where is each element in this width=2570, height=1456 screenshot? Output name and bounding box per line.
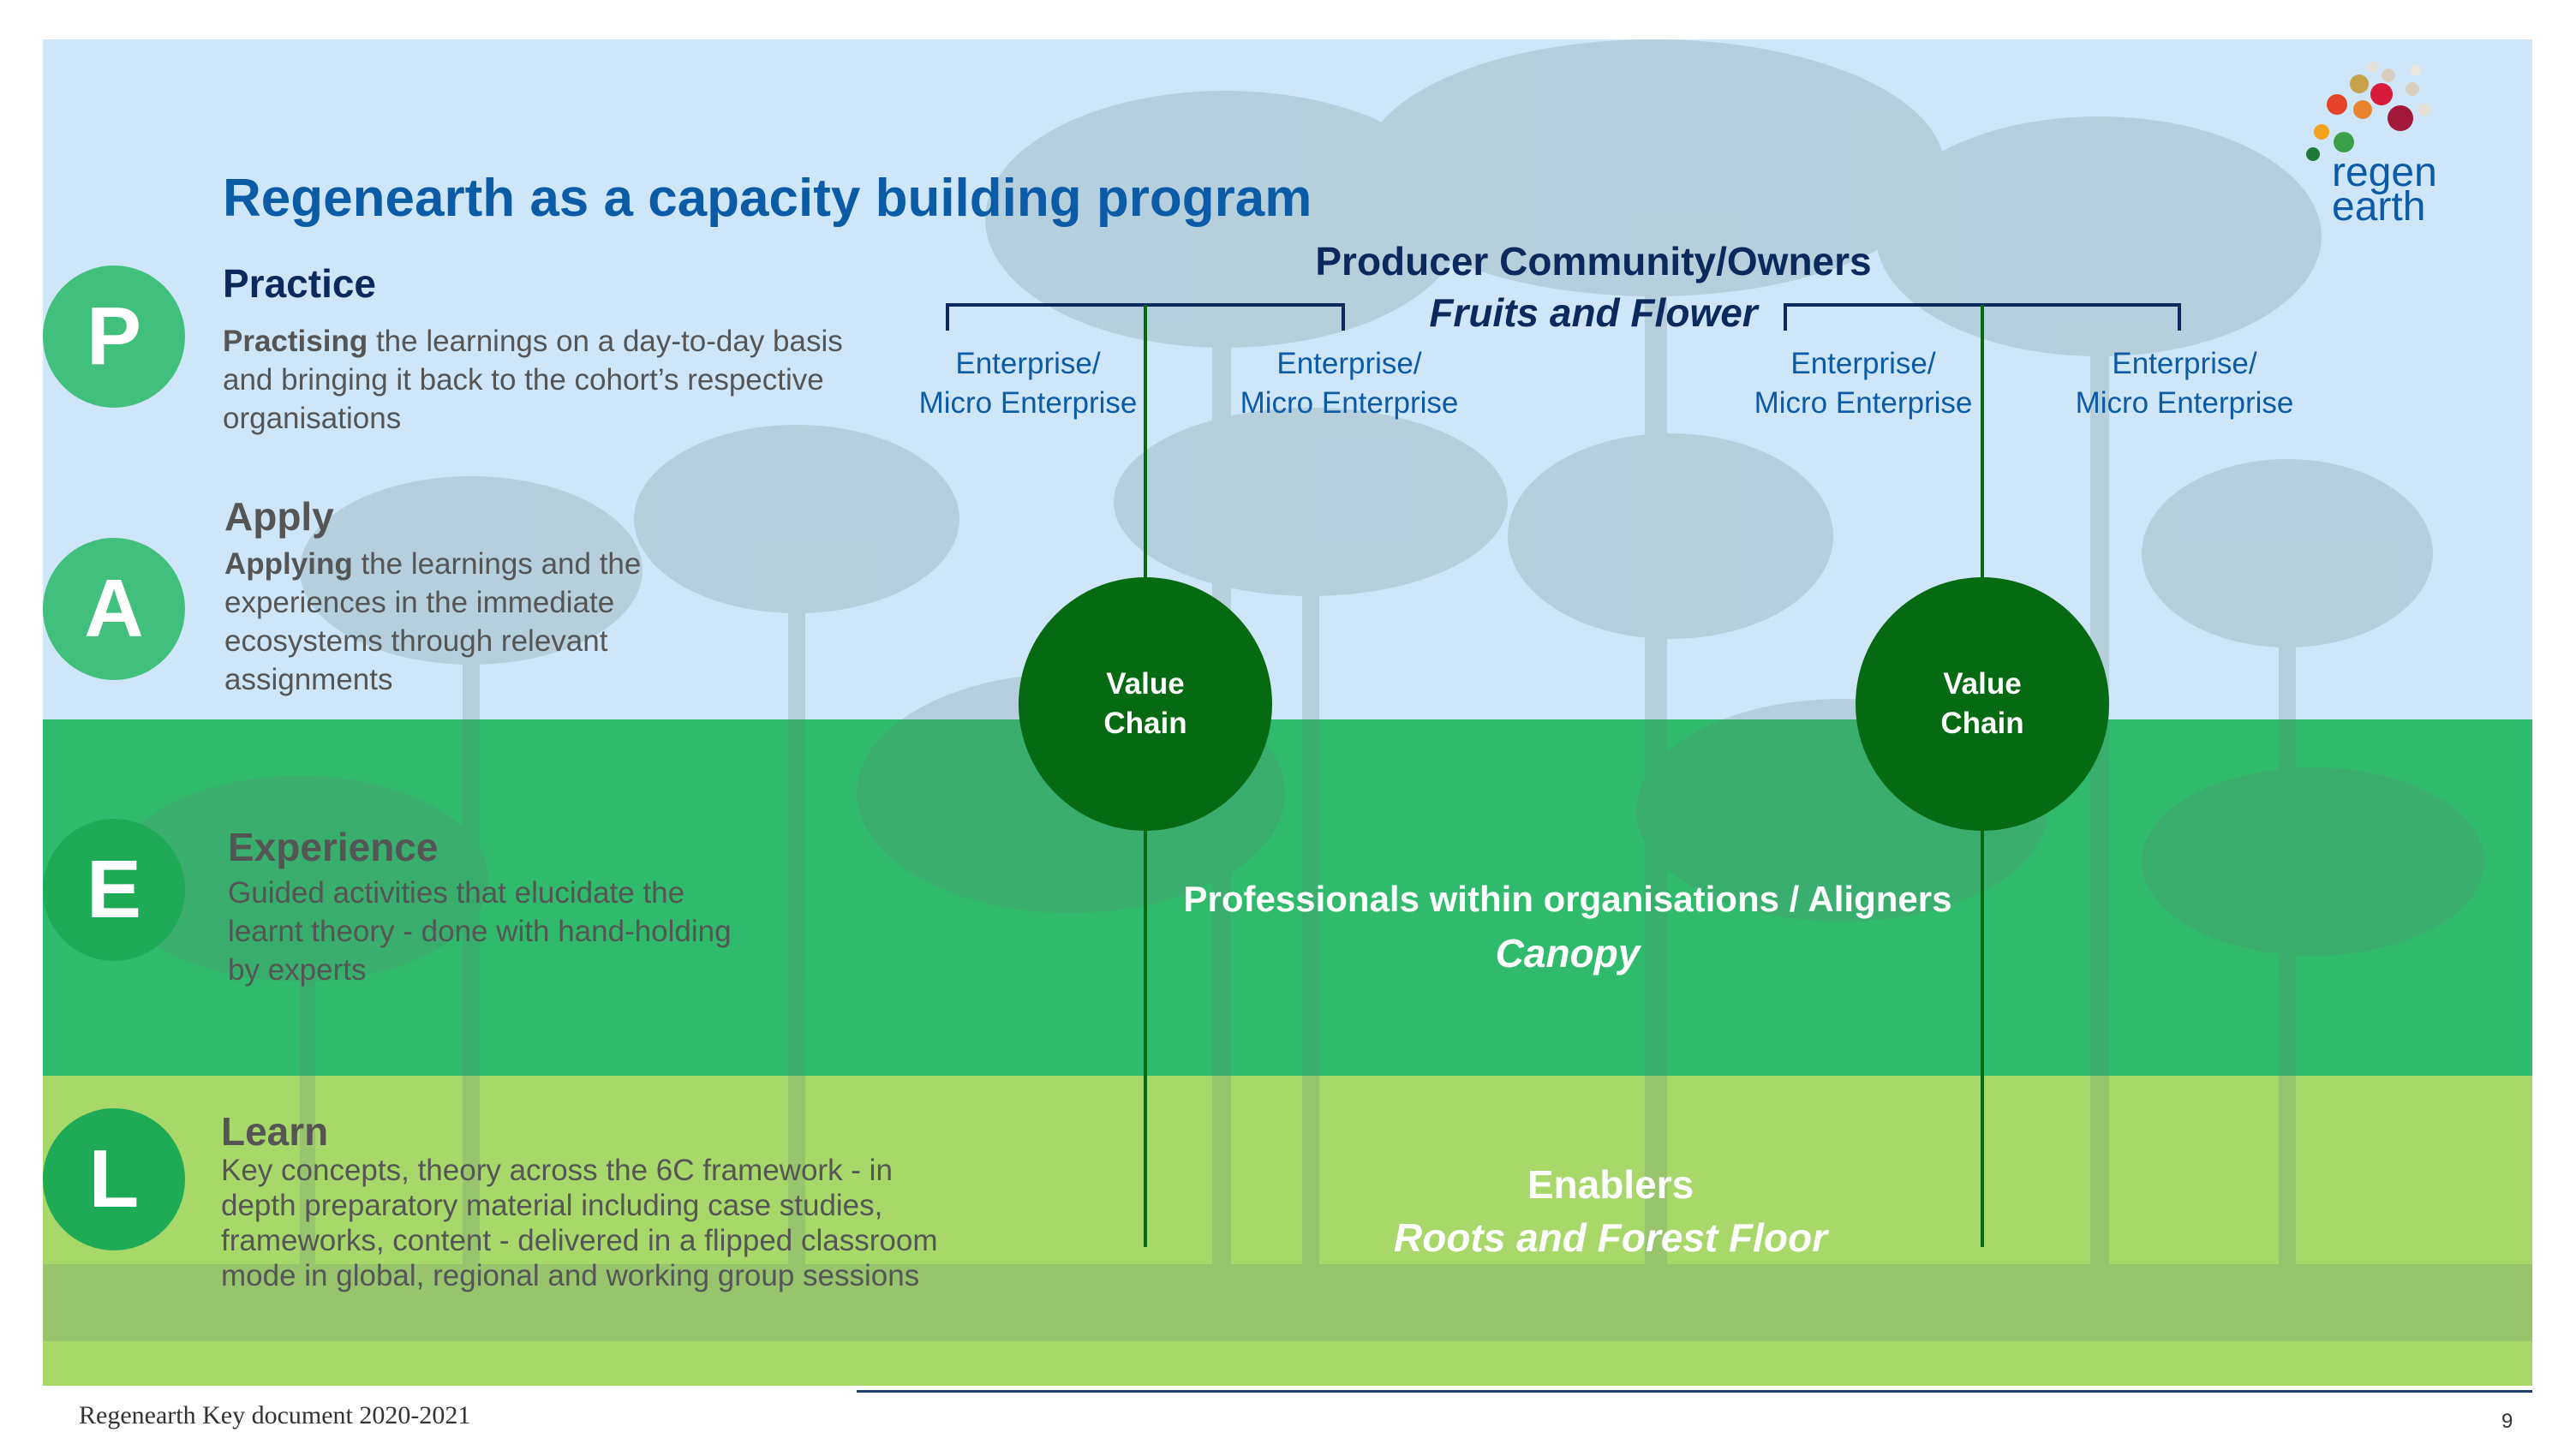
step-letter-e: E [43,819,185,961]
logo-wordmark: regen earth [2332,150,2437,230]
page-number: 9 [2501,1410,2513,1433]
apply-description: Applying the learnings and the experienc… [224,547,642,696]
step-letter-l: L [43,1108,185,1250]
enterprise-3: Enterprise/ Micro Enterprise [1754,347,1973,420]
footer-rule [857,1390,2532,1393]
regenearth-logo: regen earth [2287,60,2484,248]
enterprise-4: Enterprise/ Micro Enterprise [2075,347,2294,420]
enablers-heading: Enablers [1527,1162,1694,1207]
page-title: Regenearth as a capacity building progra… [223,169,1312,228]
forest-floor-band [43,1076,2532,1386]
canopy-subheading: Canopy [1495,931,1641,976]
experience-heading: Experience [228,825,439,869]
learn-description: Key concepts, theory across the 6C frame… [221,1154,938,1292]
value-chain-circle-right: Value Chain [1856,577,2109,831]
logo-mark-icon [2306,62,2430,161]
practice-description: Practising the learnings on a day-to-day… [223,325,843,435]
footer-document-name: Regenearth Key document 2020-2021 [79,1401,471,1429]
canopy-heading: Professionals within organisations / Ali… [1183,879,1952,919]
forest-background-illustration [43,39,2532,1341]
experience-description: Guided activities that elucidate the lea… [228,876,732,987]
enterprise-1: Enterprise/ Micro Enterprise [918,347,1138,420]
enablers-subheading: Roots and Forest Floor [1394,1215,1827,1260]
enterprise-2: Enterprise/ Micro Enterprise [1240,347,1459,420]
apply-heading: Apply [224,494,334,539]
step-letter-a: A [43,538,185,680]
learn-heading: Learn [221,1109,329,1154]
practice-heading: Practice [223,261,377,306]
slide: Regenearth as a capacity building progra… [43,39,2532,1386]
canopy-band [43,719,2532,1076]
value-chain-circle-left: Value Chain [1019,577,1272,831]
producer-subheading: Fruits and Flower [1429,290,1758,335]
producer-heading: Producer Community/Owners [1315,239,1872,283]
sky-band [43,39,2532,719]
step-letter-p: P [43,266,185,408]
